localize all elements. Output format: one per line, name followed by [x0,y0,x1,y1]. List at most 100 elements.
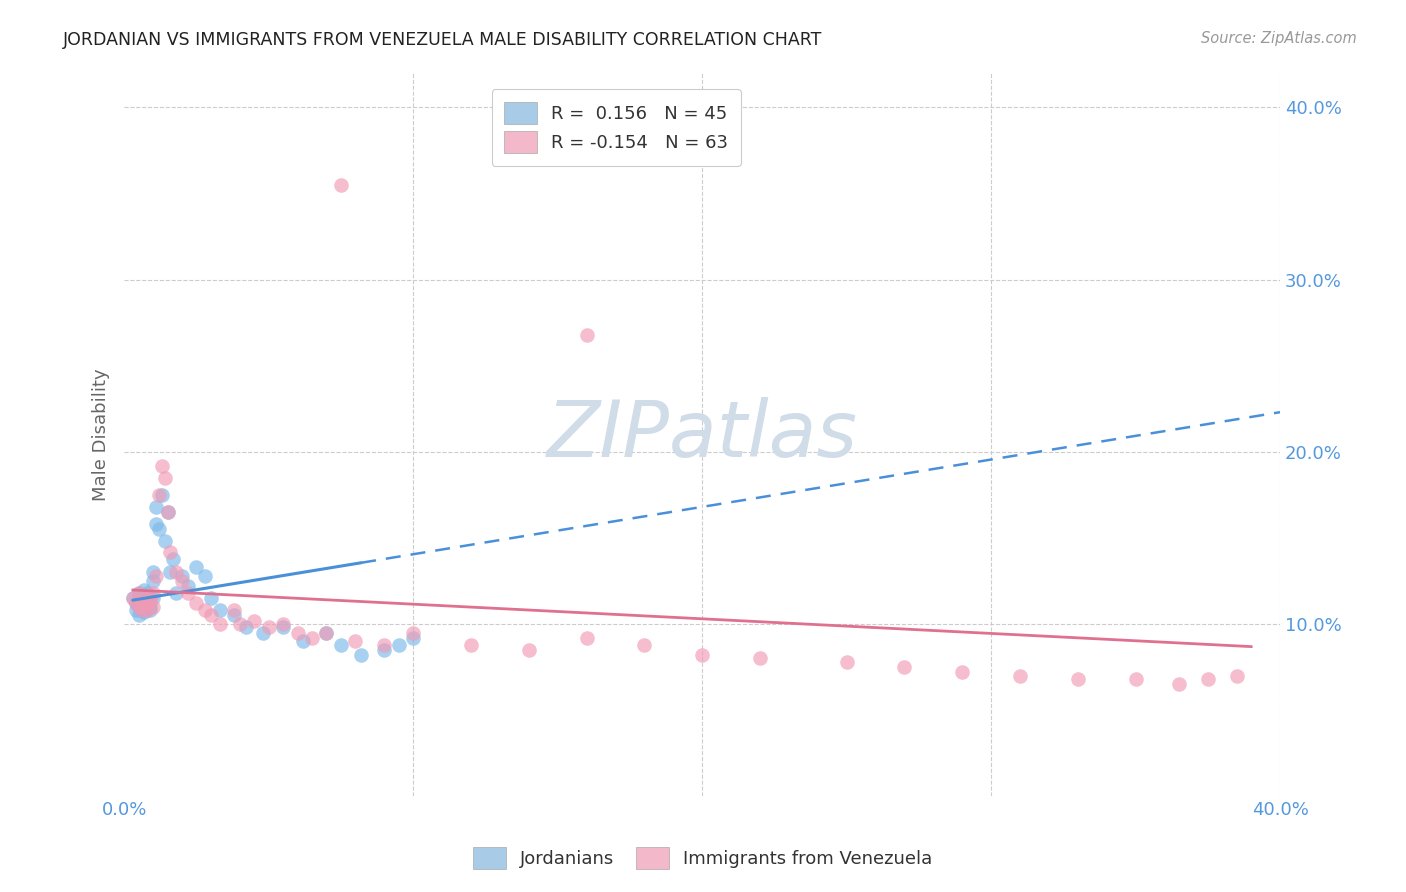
Point [186,596,208,610]
Point [128,599,150,614]
Point [1167,677,1189,691]
Point [145,517,167,532]
Point [208,617,231,632]
Point [194,603,217,617]
Point [156,505,179,519]
Point [950,665,973,680]
Point [200,591,222,606]
Point [517,642,540,657]
Point [690,648,713,662]
Point [186,560,208,574]
Point [139,594,162,608]
Text: JORDANIAN VS IMMIGRANTS FROM VENEZUELA MALE DISABILITY CORRELATION CHART: JORDANIAN VS IMMIGRANTS FROM VENEZUELA M… [63,31,823,49]
Point [139,591,162,606]
Point [148,488,170,502]
Legend: Jordanians, Immigrants from Venezuela: Jordanians, Immigrants from Venezuela [464,838,942,879]
Point [222,608,245,623]
Point [344,634,367,648]
Point [235,620,257,634]
Point [125,603,148,617]
Point [131,603,153,617]
Point [373,642,395,657]
Point [162,551,184,566]
Point [835,655,858,669]
Point [131,594,153,608]
Point [287,625,309,640]
Point [150,488,173,502]
Point [125,596,148,610]
Point [134,582,156,597]
Point [131,603,153,617]
Point [350,648,373,662]
Point [134,591,156,606]
Point [142,591,165,606]
Point [139,603,162,617]
Point [142,599,165,614]
Point [243,614,266,628]
Text: ZIPatlas: ZIPatlas [547,397,858,473]
Point [142,586,165,600]
Point [122,591,145,606]
Point [388,638,411,652]
Point [177,579,200,593]
Point [1226,668,1249,682]
Point [292,634,315,648]
Point [575,327,598,342]
Point [315,625,337,640]
Point [122,591,145,606]
Point [633,638,655,652]
Point [893,660,915,674]
Point [128,608,150,623]
Point [128,586,150,600]
Point [194,568,217,582]
Point [402,631,425,645]
Point [301,631,323,645]
Point [1067,672,1090,686]
Point [142,566,165,580]
Point [142,574,165,588]
Point [271,620,294,634]
Point [136,603,159,617]
Point [145,500,167,514]
Point [252,625,274,640]
Point [165,566,187,580]
Point [170,574,193,588]
Point [165,586,187,600]
Point [177,586,200,600]
Point [134,605,156,619]
Point [148,522,170,536]
Point [1197,672,1219,686]
Point [156,505,179,519]
Point [575,631,598,645]
Point [159,566,181,580]
Point [748,651,770,665]
Point [271,617,294,632]
Point [257,620,280,634]
Point [125,596,148,610]
Point [229,617,252,632]
Point [159,544,181,558]
Point [170,568,193,582]
Point [139,599,162,614]
Point [136,596,159,610]
Point [136,586,159,600]
Legend: R =  0.156   N = 45, R = -0.154   N = 63: R = 0.156 N = 45, R = -0.154 N = 63 [492,89,741,166]
Point [315,625,337,640]
Y-axis label: Male Disability: Male Disability [93,368,110,501]
Point [131,594,153,608]
Point [150,458,173,473]
Point [145,568,167,582]
Point [329,178,352,192]
Point [460,638,482,652]
Point [136,596,159,610]
Point [153,534,176,549]
Point [128,599,150,614]
Point [136,591,159,606]
Point [1008,668,1031,682]
Point [329,638,352,652]
Point [134,591,156,606]
Point [1125,672,1147,686]
Point [200,608,222,623]
Text: Source: ZipAtlas.com: Source: ZipAtlas.com [1201,31,1357,46]
Point [222,603,245,617]
